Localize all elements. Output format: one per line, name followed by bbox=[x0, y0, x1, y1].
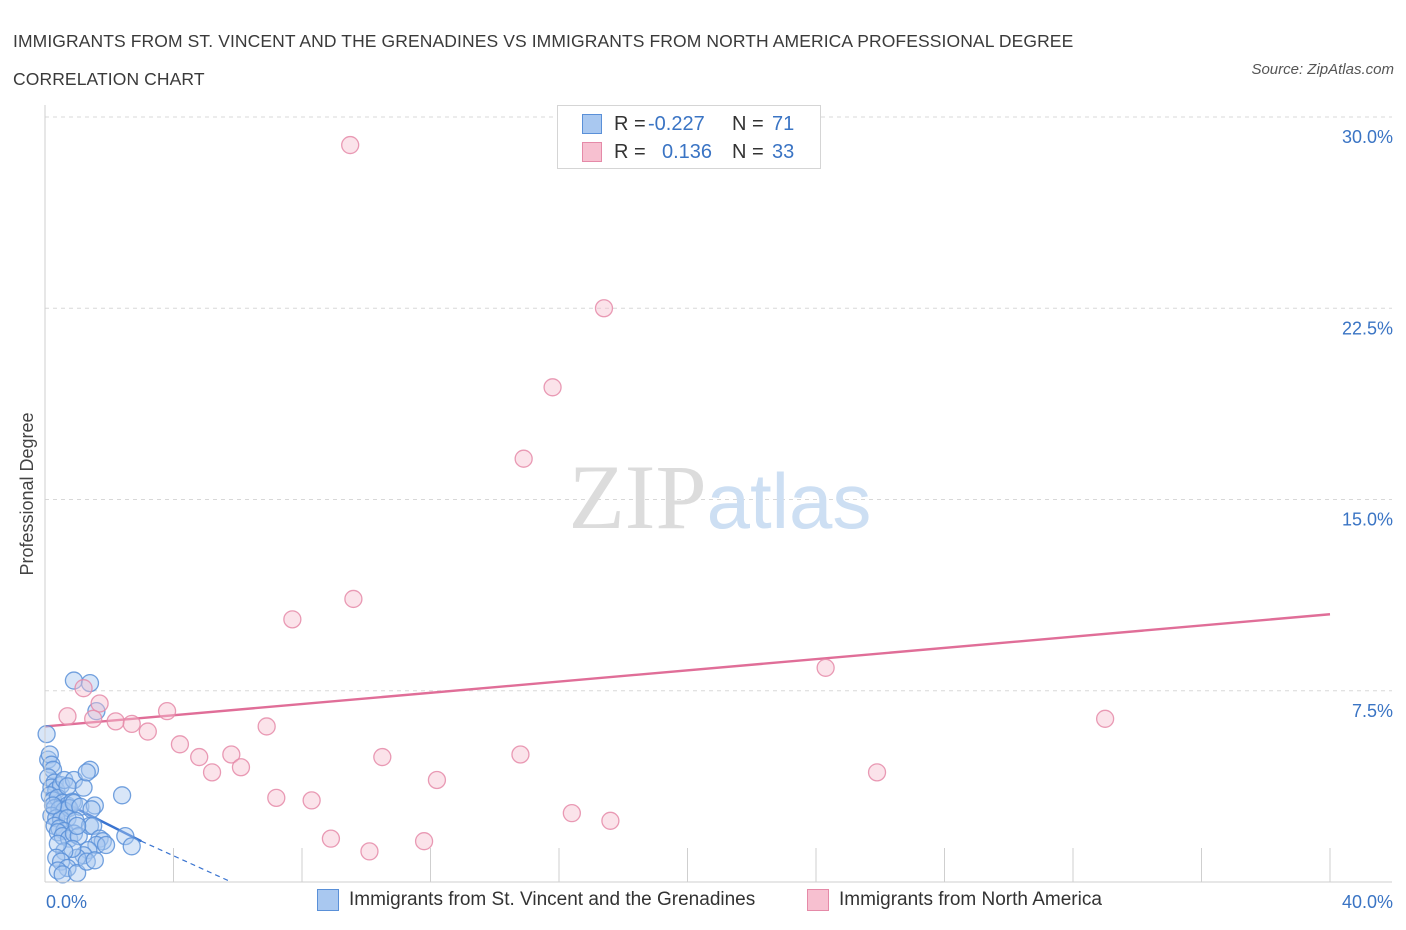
series-swatch-blue bbox=[317, 889, 339, 911]
pink-data-point bbox=[74, 679, 93, 698]
legend-row-blue: R = -0.227 N = 71 bbox=[582, 112, 794, 136]
pink-data-point bbox=[231, 758, 251, 777]
pink-data-point bbox=[138, 722, 157, 741]
y-tick-label: 22.5% bbox=[1342, 318, 1393, 338]
blue-data-point bbox=[122, 837, 141, 856]
x-tick-label-max: 40.0% bbox=[1342, 892, 1393, 912]
series-legend-blue: Immigrants from St. Vincent and the Gren… bbox=[317, 889, 755, 911]
pink-data-point bbox=[257, 717, 276, 736]
blue-data-point bbox=[77, 763, 96, 782]
pink-data-point bbox=[106, 712, 125, 731]
legend-swatch-blue bbox=[582, 114, 602, 134]
blue-data-point bbox=[58, 777, 77, 796]
series-legend: Immigrants from St. Vincent and the Gren… bbox=[0, 889, 1406, 915]
pink-data-point bbox=[373, 747, 392, 767]
blue-data-point bbox=[48, 834, 67, 853]
pink-data-point bbox=[58, 707, 77, 726]
y-tick-label: 30.0% bbox=[1342, 127, 1393, 147]
blue-trend-line-extension bbox=[141, 840, 232, 883]
blue-data-point bbox=[80, 760, 100, 779]
blue-data-point bbox=[82, 800, 101, 819]
axes: 7.5% 15.0% 22.5% 30.0% 0.0% 40.0% bbox=[44, 105, 1393, 912]
watermark: ZIPatlas bbox=[569, 446, 872, 548]
blue-data-point bbox=[85, 851, 104, 870]
blue-data-point bbox=[116, 826, 135, 846]
legend-pink-r-value: 0.136 bbox=[662, 140, 713, 163]
series-swatch-pink bbox=[807, 889, 829, 911]
blue-data-point bbox=[67, 816, 87, 836]
pink-data-point bbox=[302, 791, 321, 810]
legend-pink-n-label: N = bbox=[732, 140, 764, 163]
pink-data-point bbox=[562, 804, 581, 823]
pink-data-point bbox=[816, 658, 835, 677]
blue-data-point bbox=[71, 797, 90, 816]
pink-trend-line bbox=[44, 613, 1331, 728]
pink-data-point bbox=[594, 299, 614, 318]
pink-data-point bbox=[360, 842, 379, 861]
legend-blue-n-value: 71 bbox=[772, 112, 795, 135]
x-tick-label-min: 0.0% bbox=[46, 892, 87, 912]
series-label-pink: Immigrants from North America bbox=[839, 889, 1102, 910]
blue-data-point bbox=[96, 835, 116, 855]
pink-data-point bbox=[90, 694, 109, 713]
legend-blue-n-label: N = bbox=[732, 112, 764, 135]
chart-title-line1: IMMIGRANTS FROM ST. VINCENT AND THE GREN… bbox=[13, 31, 1074, 51]
series-label-blue: Immigrants from St. Vincent and the Gren… bbox=[349, 889, 756, 910]
legend-swatch-pink bbox=[582, 142, 602, 162]
series-legend-pink: Immigrants from North America bbox=[807, 889, 1102, 911]
pink-data-point bbox=[267, 788, 286, 807]
y-axis-label: Professional Degree bbox=[17, 412, 37, 575]
y-tick-label: 7.5% bbox=[1352, 701, 1393, 721]
legend-pink-n-value: 33 bbox=[772, 140, 795, 163]
blue-data-point bbox=[37, 724, 56, 744]
pink-data-point bbox=[222, 745, 241, 764]
pink-data-point bbox=[1095, 709, 1115, 728]
legend-blue-r-value: -0.227 bbox=[648, 112, 705, 135]
correlation-legend: R = -0.227 N = 71 R = 0.136 N = 33 bbox=[557, 105, 821, 169]
pink-data-point bbox=[122, 714, 141, 734]
data-points bbox=[37, 135, 1115, 884]
pink-data-point bbox=[427, 770, 447, 790]
y-tick-label: 15.0% bbox=[1342, 510, 1393, 530]
pink-data-point bbox=[543, 378, 562, 397]
blue-data-point bbox=[112, 786, 132, 805]
pink-data-point bbox=[283, 610, 302, 629]
blue-data-point bbox=[53, 865, 72, 884]
pink-data-point bbox=[321, 829, 341, 848]
legend-pink-r-label: R = bbox=[614, 140, 646, 163]
pink-data-point bbox=[170, 735, 190, 754]
pink-data-point bbox=[511, 745, 530, 764]
legend-blue-r-label: R = bbox=[614, 112, 646, 135]
pink-data-point bbox=[190, 747, 209, 767]
legend-row-pink: R = 0.136 N = 33 bbox=[582, 140, 794, 164]
grid-lines bbox=[45, 116, 1392, 692]
pink-data-point bbox=[414, 832, 434, 851]
pink-data-point bbox=[514, 449, 533, 468]
pink-data-point bbox=[344, 589, 363, 609]
chart-title: IMMIGRANTS FROM ST. VINCENT AND THE GREN… bbox=[13, 22, 1213, 98]
pink-data-point bbox=[341, 135, 360, 155]
chart-title-line2: CORRELATION CHART bbox=[13, 69, 205, 89]
pink-data-point bbox=[84, 709, 103, 728]
pink-data-point bbox=[202, 763, 222, 782]
pink-data-point bbox=[601, 811, 620, 830]
pink-data-point bbox=[157, 702, 177, 721]
source-label: Source: ZipAtlas.com bbox=[1251, 61, 1394, 78]
pink-data-point bbox=[867, 763, 887, 782]
blue-data-point bbox=[74, 778, 93, 797]
blue-data-point bbox=[43, 796, 63, 815]
